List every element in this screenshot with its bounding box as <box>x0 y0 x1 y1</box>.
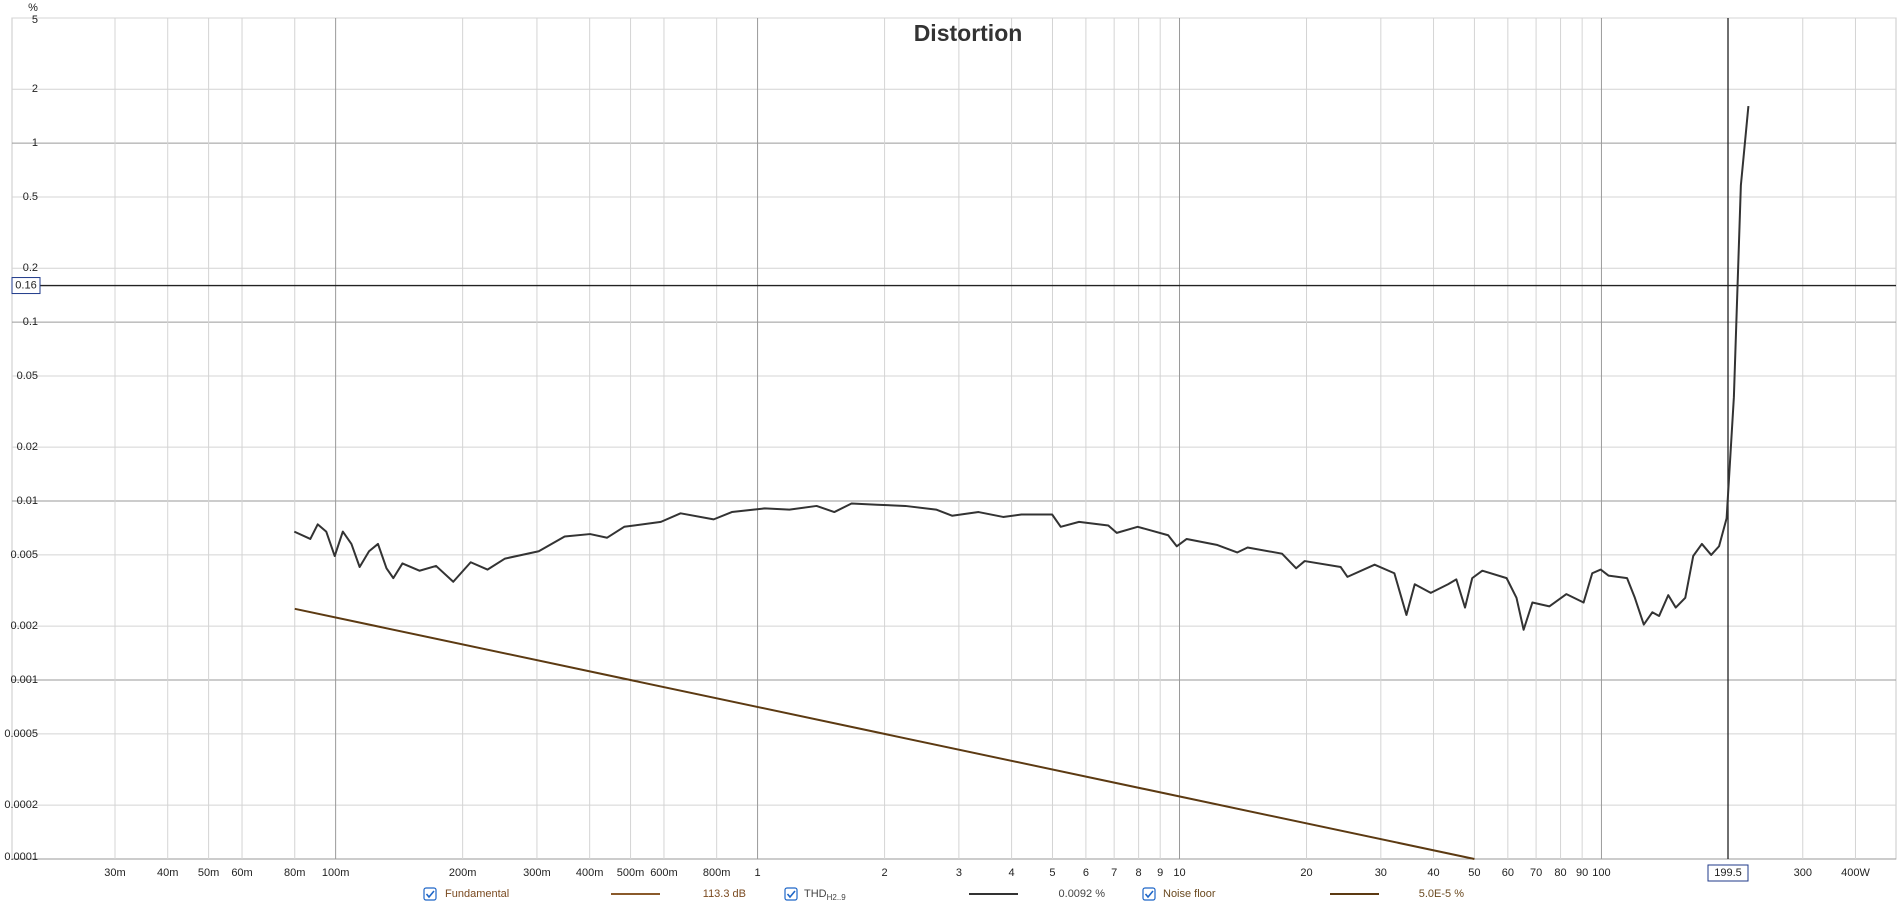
cursor-x-label: 199.5 <box>1714 867 1742 879</box>
legend-label: Fundamental <box>445 888 509 900</box>
x-tick-label: 10 <box>1173 867 1185 879</box>
y-tick-label: 5 <box>32 14 38 26</box>
legend-checkbox[interactable] <box>784 887 798 901</box>
legend-check <box>425 890 435 899</box>
x-tick-label: 300 <box>1794 867 1812 879</box>
x-tick-label: 80m <box>284 867 305 879</box>
x-tick-label: 70 <box>1530 867 1542 879</box>
y-tick-label: 2 <box>32 83 38 95</box>
x-tick-label: 500m <box>617 867 645 879</box>
x-tick-label: 3 <box>956 867 962 879</box>
y-tick-label: 0.1 <box>23 316 38 328</box>
y-tick-label: 0.02 <box>17 441 38 453</box>
legend-check <box>1144 890 1154 899</box>
x-tick-label: 1 <box>755 867 761 879</box>
x-tick-label: 6 <box>1083 867 1089 879</box>
legend-readout: 5.0E-5 % <box>1419 888 1464 900</box>
x-tick-label: 50m <box>198 867 219 879</box>
y-tick-label: 0.0002 <box>4 799 38 811</box>
x-tick-label: 5 <box>1049 867 1055 879</box>
cursor-y-label: 0.16 <box>15 279 36 291</box>
x-tick-label: 9 <box>1157 867 1163 879</box>
legend-check <box>786 890 796 899</box>
y-tick-label: 0.5 <box>23 191 38 203</box>
x-tick-label: 100m <box>322 867 350 879</box>
legend-label: Noise floor <box>1163 888 1216 900</box>
legend-name: THD <box>804 888 827 900</box>
x-tick-label: 300m <box>523 867 551 879</box>
y-tick-label: 0.0005 <box>4 728 38 740</box>
y-tick-label: 0.002 <box>10 620 38 632</box>
legend-label: THDH2..9 <box>804 888 846 901</box>
legend-readout: 0.0092 % <box>1059 888 1106 900</box>
chart-title: Distortion <box>914 20 1023 46</box>
x-tick-label: 40m <box>157 867 178 879</box>
y-tick-label: 0.01 <box>17 495 38 507</box>
x-tick-label: 7 <box>1111 867 1117 879</box>
y-tick-label: 0.2 <box>23 262 38 274</box>
x-tick-label: 80 <box>1554 867 1566 879</box>
x-tick-label: 90 <box>1576 867 1588 879</box>
x-tick-label: 800m <box>703 867 731 879</box>
cursor-label-box <box>1707 864 1749 882</box>
x-tick-label: 40 <box>1427 867 1439 879</box>
y-tick-label: 0.001 <box>10 674 38 686</box>
y-tick-label: 0.05 <box>17 370 38 382</box>
x-tick-label: 2 <box>882 867 888 879</box>
x-tick-label: 50 <box>1468 867 1480 879</box>
y-tick-label: 0.005 <box>10 549 38 561</box>
x-tick-label: 400m <box>576 867 604 879</box>
x-tick-label: 60m <box>231 867 252 879</box>
series-line <box>294 607 1475 860</box>
legend-readout: 113.3 dB <box>703 888 746 900</box>
x-tick-label: 400W <box>1841 867 1870 879</box>
legend-name: Fundamental <box>445 888 509 900</box>
x-tick-label: 600m <box>650 867 678 879</box>
x-tick-label: 4 <box>1009 867 1015 879</box>
legend-checkbox[interactable] <box>1142 887 1156 901</box>
y-tick-label: 1 <box>32 137 38 149</box>
legend-checkbox[interactable] <box>423 887 437 901</box>
series-line <box>293 105 1750 631</box>
x-tick-label: 20 <box>1300 867 1312 879</box>
x-tick-label: 200m <box>449 867 477 879</box>
legend-name-sub: H2..9 <box>827 893 847 901</box>
y-unit: % <box>28 2 38 14</box>
y-tick-label: 0.0001 <box>4 851 38 863</box>
x-tick-label: 60 <box>1502 867 1514 879</box>
x-tick-label: 8 <box>1136 867 1142 879</box>
cursor-label-box <box>11 277 41 295</box>
legend-name: Noise floor <box>1163 888 1216 900</box>
x-tick-label: 30m <box>104 867 125 879</box>
x-tick-label: 100 <box>1592 867 1610 879</box>
x-tick-label: 30 <box>1375 867 1387 879</box>
